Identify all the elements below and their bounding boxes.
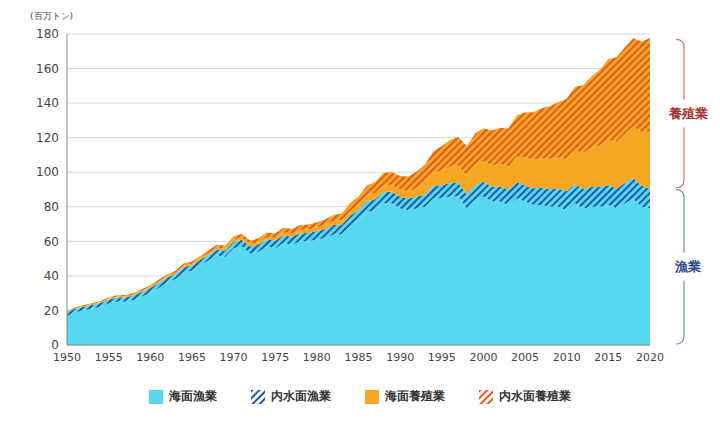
svg-text:1990: 1990: [386, 351, 414, 364]
svg-text:1980: 1980: [303, 351, 331, 364]
svg-text:2005: 2005: [511, 351, 539, 364]
svg-text:1950: 1950: [53, 351, 81, 364]
svg-text:2015: 2015: [594, 351, 622, 364]
svg-text:20: 20: [44, 304, 59, 318]
svg-text:80: 80: [44, 200, 59, 214]
svg-text:2000: 2000: [469, 351, 497, 364]
html-text:内水面養殖業: 内水面養殖業: [499, 389, 571, 403]
svg-text:100: 100: [36, 165, 59, 179]
svg-text:2020: 2020: [636, 351, 664, 364]
svg-text:漁業: 漁業: [674, 259, 701, 274]
svg-text:0: 0: [51, 338, 59, 352]
svg-text:140: 140: [36, 96, 59, 110]
html-text:内水面漁業: 内水面漁業: [271, 389, 331, 403]
svg-text:40: 40: [44, 269, 59, 283]
svg-text:1975: 1975: [261, 351, 289, 364]
svg-text:1995: 1995: [428, 351, 456, 364]
html-text:(百万トン): (百万トン): [30, 11, 73, 21]
html-text:海面漁業: 海面漁業: [169, 389, 217, 403]
svg-text:180: 180: [36, 27, 59, 41]
svg-text:1970: 1970: [220, 351, 248, 364]
svg-text:1955: 1955: [95, 351, 123, 364]
svg-text:60: 60: [44, 235, 59, 249]
svg-text:1965: 1965: [178, 351, 206, 364]
svg-text:120: 120: [36, 131, 59, 145]
svg-text:1985: 1985: [345, 351, 373, 364]
html-text:海面養殖業: 海面養殖業: [385, 389, 445, 403]
svg-text:養殖業: 養殖業: [668, 106, 708, 121]
svg-text:2010: 2010: [553, 351, 581, 364]
svg-text:1960: 1960: [136, 351, 164, 364]
svg-text:160: 160: [36, 62, 59, 76]
